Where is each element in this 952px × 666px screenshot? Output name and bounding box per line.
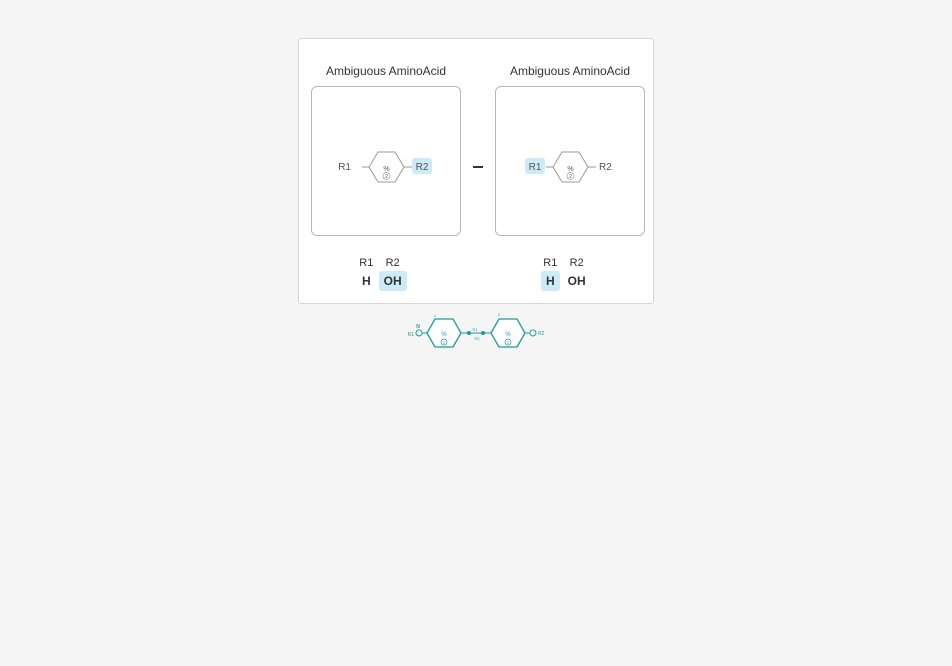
substituents-left: R1 H R2 OH	[357, 255, 410, 291]
monomer-structure-left: R1 % 2 R2	[338, 151, 432, 183]
ring-count-circle	[504, 338, 512, 346]
r2-highlight	[412, 158, 432, 174]
ring-count-circle	[440, 338, 448, 346]
substituent-name: R2	[385, 257, 400, 269]
substituent-r2-left: R2 OH	[378, 255, 407, 291]
bond-label-top: R1	[472, 327, 478, 332]
ring-count-circle	[566, 172, 575, 180]
monomer-preview-left[interactable]: R1 % 2 R2	[311, 86, 461, 236]
ring-symbol: %	[567, 166, 573, 173]
chain-end-node	[529, 329, 537, 337]
ring-count-circle	[382, 172, 391, 180]
monomer-preview-right[interactable]: R1 % 2 R2	[495, 86, 645, 236]
monomer-comparison-card: Ambiguous AminoAcid R1 % 2 R2 R1 H R2 OH…	[298, 38, 654, 304]
substituent-r1-right: R1 H	[541, 255, 560, 291]
ring-count: 2	[385, 174, 388, 180]
monomer-number-2: 2	[498, 312, 501, 317]
chain-end-label: R2	[538, 331, 545, 337]
substituent-value[interactable]: H	[362, 274, 371, 288]
ring-symbol: %	[441, 332, 447, 338]
substituent-value[interactable]: OH	[378, 271, 407, 291]
substituent-value[interactable]: H	[541, 271, 560, 291]
ring-count: 2	[569, 174, 572, 180]
ring-symbol: %	[505, 332, 511, 338]
sequence-chain-preview[interactable]: R1 N 1 % 2 R1 R2 2 % 2 R2	[400, 308, 550, 354]
ring-count: 2	[507, 340, 510, 345]
ring-symbol: %	[383, 166, 389, 173]
r1-label: R1	[338, 162, 351, 173]
r1-highlight	[525, 158, 545, 174]
substituent-value[interactable]: OH	[567, 274, 586, 288]
substituent-name: R1	[359, 257, 374, 269]
bond-connector	[473, 166, 483, 168]
substituent-r1-left: R1 H	[357, 255, 376, 291]
n-terminus-label: N	[416, 324, 420, 330]
monomer-structure-right: R1 % 2 R2	[525, 151, 612, 183]
substituent-name: R1	[543, 257, 558, 269]
ring-count: 2	[443, 340, 446, 345]
bond-label-bottom: R2	[474, 336, 480, 341]
monomer-number-1: 1	[434, 313, 437, 318]
substituent-r2-right: R2 OH	[563, 255, 591, 291]
monomer-title-left: Ambiguous AminoAcid	[325, 64, 447, 78]
substituents-right: R1 H R2 OH	[541, 255, 594, 291]
chain-start-label: R1	[408, 332, 415, 338]
r1-label: R1	[529, 162, 542, 173]
r2-label: R2	[416, 162, 429, 173]
monomer-title-right: Ambiguous AminoAcid	[509, 64, 631, 78]
substituent-name: R2	[569, 257, 584, 269]
r2-label: R2	[599, 162, 612, 173]
chain-start-node	[415, 329, 423, 337]
